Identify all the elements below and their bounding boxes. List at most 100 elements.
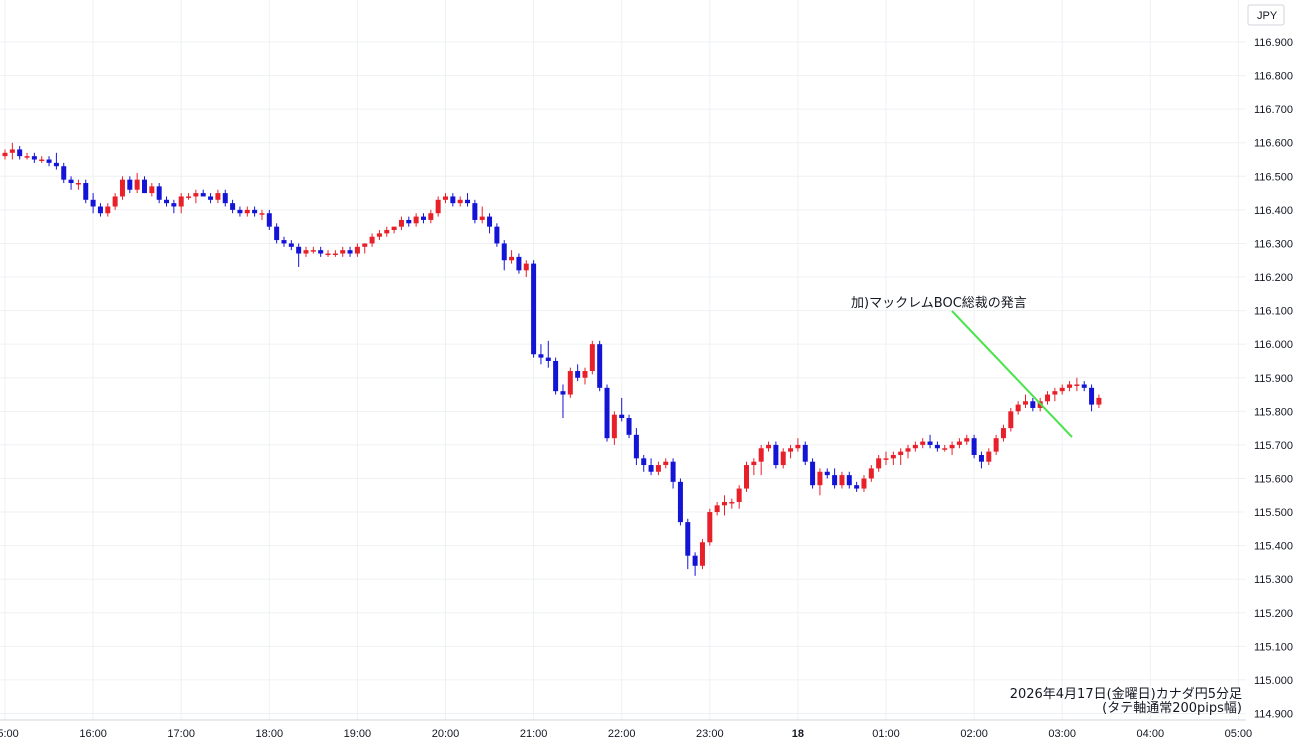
candle-body xyxy=(707,512,713,543)
candle-body xyxy=(817,471,823,486)
candle-body xyxy=(46,159,52,163)
price-tick-label: 115.700 xyxy=(1254,440,1293,452)
candle-body xyxy=(795,444,801,449)
time-tick-label: 05:00 xyxy=(1225,728,1253,740)
chart-caption: 2026年4月17日(金曜日)カナダ円5分足 (タテ軸通常200pips幅) xyxy=(1010,686,1242,716)
candle-body xyxy=(633,434,639,459)
candle-body xyxy=(149,186,155,194)
candle-body xyxy=(1096,397,1102,405)
candle-body xyxy=(1000,428,1006,439)
candle-body xyxy=(516,256,522,271)
candle-body xyxy=(788,448,794,452)
candle-body xyxy=(545,357,551,361)
price-tick-label: 116.900 xyxy=(1254,37,1293,49)
candle-body xyxy=(619,414,625,419)
candle-body xyxy=(692,555,698,566)
candle-body xyxy=(274,226,280,241)
candle-body xyxy=(171,203,177,207)
candle-body xyxy=(193,193,199,197)
candle-body xyxy=(567,371,573,395)
time-tick-label: 22:00 xyxy=(608,728,636,740)
candle-body xyxy=(553,360,559,392)
candle-body xyxy=(105,206,111,214)
caption-line-1: 2026年4月17日(金曜日)カナダ円5分足 xyxy=(1010,686,1242,702)
candle-body xyxy=(912,444,918,449)
price-tick-label: 115.500 xyxy=(1254,507,1293,519)
candle-body xyxy=(920,441,926,445)
price-tick-label: 115.100 xyxy=(1254,641,1293,653)
candle-body xyxy=(2,152,8,157)
annotation-line xyxy=(951,310,1073,438)
candle-body xyxy=(942,448,948,450)
candle-body xyxy=(854,485,860,489)
time-tick-label: 15:00 xyxy=(0,728,19,740)
candle-body xyxy=(986,451,992,462)
candle-body xyxy=(259,213,265,215)
chart-grid xyxy=(0,0,1246,720)
time-tick-label: 23:00 xyxy=(696,728,724,740)
candle-body xyxy=(604,387,610,439)
candle-body xyxy=(237,209,243,214)
candle-body xyxy=(758,448,764,462)
candle-body xyxy=(31,156,37,160)
candle-body xyxy=(883,458,889,460)
candle-body xyxy=(141,179,147,194)
price-tick-label: 116.200 xyxy=(1254,272,1293,284)
candle-body xyxy=(1089,387,1095,405)
candle-body xyxy=(450,196,456,204)
candle-body xyxy=(773,444,779,466)
candle-body xyxy=(325,253,331,256)
candle-body xyxy=(281,240,287,244)
candle-body xyxy=(1015,404,1021,412)
time-axis: 15:00 16:00 17:00 18:00 19:00 20:00 21:00 22:00… xyxy=(0,728,1252,740)
price-tick-label: 115.300 xyxy=(1254,574,1293,586)
candle-body xyxy=(127,179,133,190)
candle-body xyxy=(898,451,904,455)
price-tick-label: 115.900 xyxy=(1254,373,1293,385)
candle-body xyxy=(1052,391,1058,395)
candle-body xyxy=(751,461,757,466)
candle-body xyxy=(582,371,588,378)
candle-body xyxy=(744,465,750,489)
candle-body xyxy=(509,256,515,261)
candle-body xyxy=(457,199,463,204)
candle-body xyxy=(428,213,434,220)
candle-body xyxy=(780,451,786,466)
time-tick-label: 21:00 xyxy=(520,728,548,740)
candle-body xyxy=(956,441,962,445)
candle-body xyxy=(391,226,397,231)
price-tick-label: 116.800 xyxy=(1254,71,1293,83)
price-tick-label: 115.400 xyxy=(1254,541,1293,553)
time-tick-label: 18:00 xyxy=(256,728,284,740)
candle-body xyxy=(369,236,375,244)
candle-body xyxy=(310,250,316,252)
candle-body xyxy=(39,159,45,162)
candle-body xyxy=(164,199,170,204)
time-tick-label: 18 xyxy=(792,728,804,740)
candle-body xyxy=(178,196,184,207)
candle-body xyxy=(318,250,324,254)
candle-body xyxy=(75,183,81,185)
candle-body xyxy=(611,414,617,439)
candle-body xyxy=(303,250,309,254)
candle-body xyxy=(839,475,845,486)
candle-body xyxy=(597,344,603,388)
price-tick-label: 114.900 xyxy=(1254,709,1293,721)
candle-body xyxy=(729,501,735,504)
candle-body xyxy=(296,246,302,254)
candle-body xyxy=(376,233,382,237)
candle-body xyxy=(949,444,955,449)
candle-body xyxy=(222,193,228,204)
candle-body xyxy=(230,203,236,210)
time-tick-label: 04:00 xyxy=(1137,728,1165,740)
price-tick-label: 116.600 xyxy=(1254,138,1293,150)
candle-body xyxy=(1045,394,1051,402)
price-tick-label: 115.200 xyxy=(1254,608,1293,620)
candle-body xyxy=(934,444,940,449)
candle-body xyxy=(134,179,140,190)
candle-body xyxy=(1081,384,1087,388)
currency-unit-badge xyxy=(1247,4,1285,26)
candle-body xyxy=(119,179,125,197)
price-tick-label: 116.500 xyxy=(1254,171,1293,183)
candle-body xyxy=(824,471,830,476)
